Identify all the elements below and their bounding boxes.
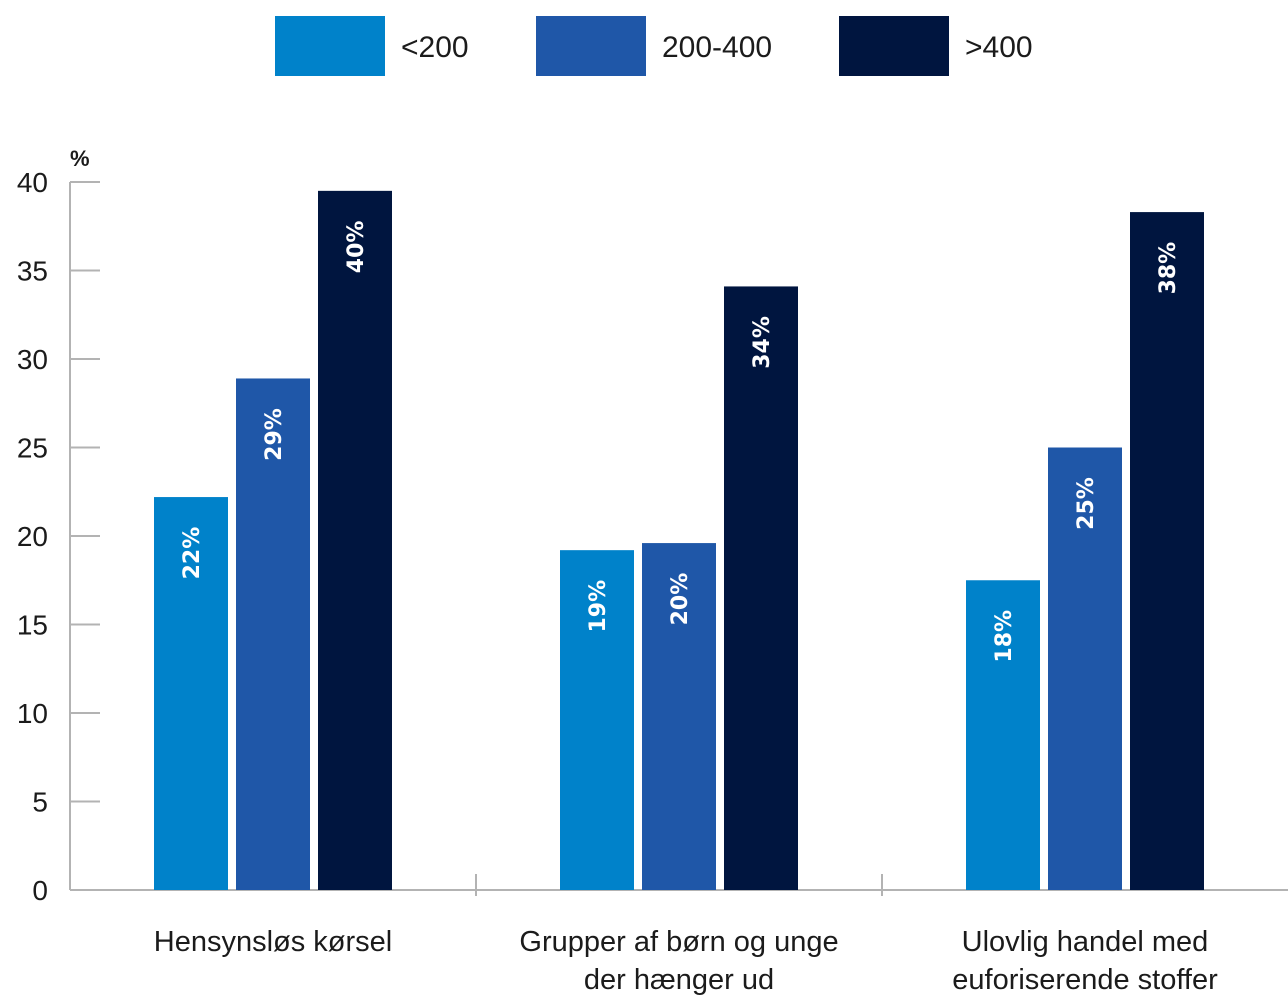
- legend-label: 200-400: [662, 31, 772, 64]
- category-label: Hensynsløs kørsel: [154, 926, 393, 958]
- bar: [966, 580, 1040, 890]
- category-label: euforiserende stoffer: [952, 964, 1218, 996]
- y-tick-label: 35: [17, 256, 48, 287]
- y-tick-label: 10: [17, 698, 48, 729]
- bar-value-label: 19%: [586, 580, 611, 633]
- legend-label: <200: [401, 31, 469, 64]
- bar-value-label: 29%: [262, 408, 287, 461]
- legend-label: >400: [965, 31, 1033, 64]
- y-tick-label: 40: [17, 167, 48, 198]
- category-label: der hænger ud: [584, 964, 774, 996]
- bar-value-label: 25%: [1074, 477, 1099, 530]
- legend-swatch: [839, 16, 949, 76]
- bar: [724, 286, 798, 890]
- bar: [560, 550, 634, 890]
- bar-value-label: 34%: [750, 316, 775, 369]
- bar: [318, 190, 392, 891]
- y-tick-label: 15: [17, 610, 48, 641]
- bar-value-label: 40%: [344, 221, 369, 274]
- y-tick-label: 0: [32, 875, 48, 906]
- y-tick-label: 5: [32, 787, 48, 818]
- legend: <200 200-400 >400: [275, 16, 1033, 76]
- y-tick-label: 20: [17, 521, 48, 552]
- category-labels: Hensynsløs kørsel Grupper af børn og unge…: [154, 926, 1218, 996]
- bar-value-label: 20%: [668, 573, 693, 626]
- y-axis-unit-label: %: [70, 146, 90, 171]
- bars: 22% 29% 40% 19% 20% 34% 18% 25% 38%: [154, 190, 1204, 891]
- bar: [236, 378, 310, 890]
- category-label: Ulovlig handel med: [962, 926, 1209, 958]
- bar: [642, 543, 716, 890]
- category-label: Grupper af børn og unge: [519, 926, 838, 958]
- y-tick-label: 30: [17, 344, 48, 375]
- legend-swatch: [536, 16, 646, 76]
- bar-value-label: 38%: [1156, 242, 1181, 295]
- y-tick-label: 25: [17, 433, 48, 464]
- bar: [154, 497, 228, 890]
- bar: [1048, 447, 1122, 890]
- legend-swatch: [275, 16, 385, 76]
- bar-value-label: 18%: [992, 610, 1017, 663]
- bar: [1130, 212, 1204, 891]
- bar-value-label: 22%: [180, 527, 205, 580]
